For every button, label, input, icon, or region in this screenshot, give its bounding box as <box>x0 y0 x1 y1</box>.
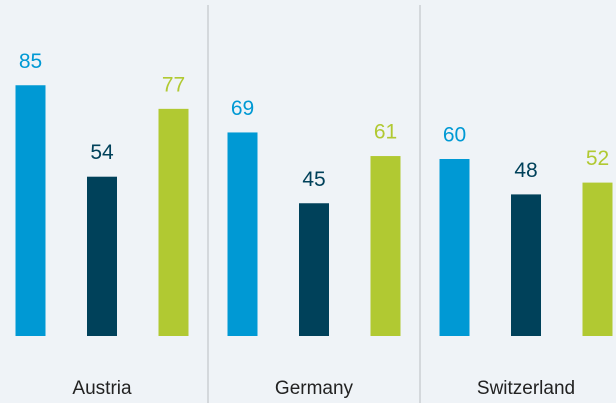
bar <box>227 132 258 336</box>
value-label: 54 <box>90 141 114 164</box>
value-label: 61 <box>374 121 397 144</box>
value-label: 48 <box>514 159 537 182</box>
bar <box>299 203 329 336</box>
x-tick-label: Germany <box>275 378 354 399</box>
bar <box>370 156 401 336</box>
x-tick-label: Austria <box>72 378 132 399</box>
bar <box>582 182 613 336</box>
bar <box>15 85 46 336</box>
value-label: 85 <box>19 50 42 73</box>
x-tick-label: Switzerland <box>477 378 575 399</box>
bar <box>511 194 541 336</box>
value-label: 60 <box>443 124 466 147</box>
value-label: 77 <box>162 73 185 96</box>
value-label: 45 <box>302 168 325 191</box>
bar <box>87 176 117 336</box>
bar <box>158 108 189 336</box>
bar <box>439 159 470 336</box>
value-label: 52 <box>586 147 609 170</box>
value-label: 69 <box>231 97 254 120</box>
